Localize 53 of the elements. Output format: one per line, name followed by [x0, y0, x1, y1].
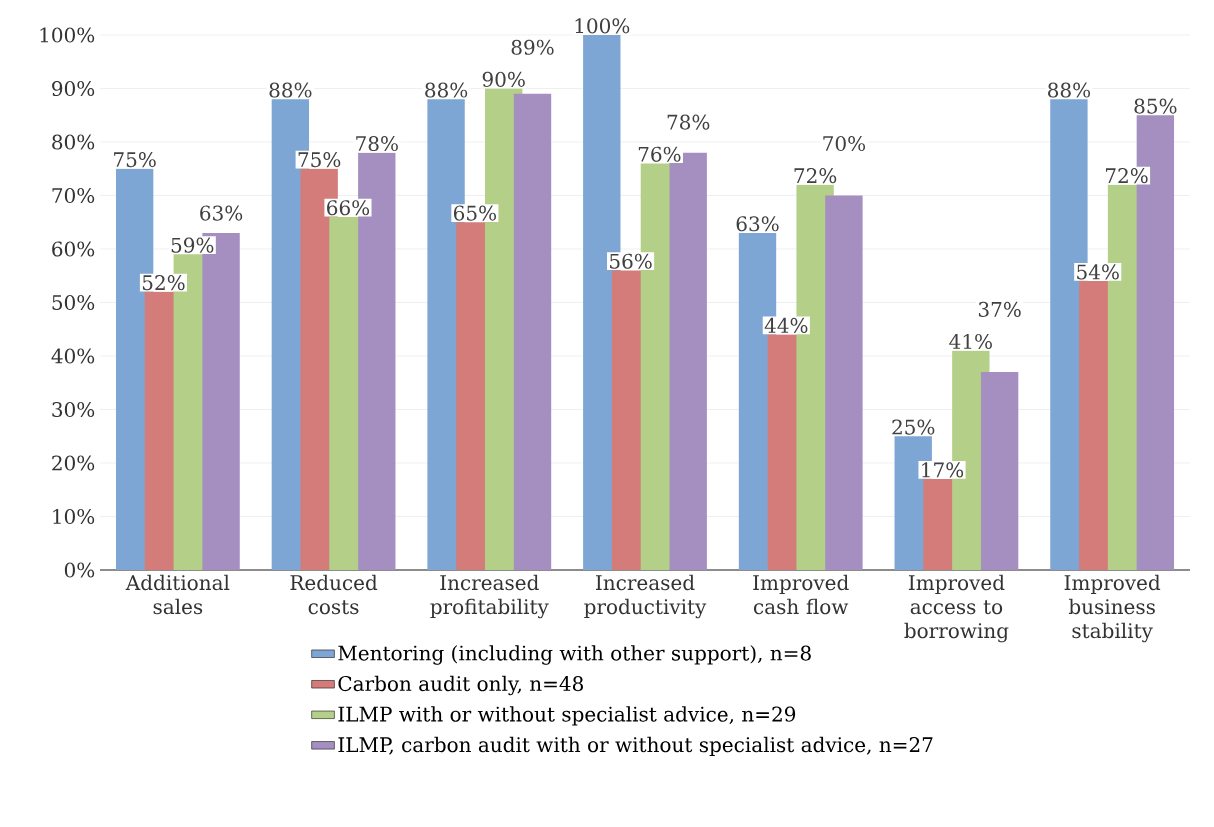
y-tick-label: 90%: [52, 80, 95, 97]
data-label: 65%: [454, 205, 496, 221]
y-tick-label: 20%: [52, 455, 95, 471]
data-label: 66%: [327, 200, 370, 216]
data-label: 90%: [482, 71, 525, 87]
x-tick-label: Increased profitability: [430, 574, 549, 619]
y-tick-label: 30%: [52, 401, 95, 418]
legend-label: Carbon audit only, n=48: [338, 675, 583, 696]
data-label: 75%: [298, 152, 341, 168]
data-label: 44%: [764, 317, 808, 333]
data-label: 78%: [356, 135, 398, 152]
y-tick-label: 0%: [64, 562, 95, 578]
x-tick-label: Increased productivity: [584, 574, 707, 619]
data-label: 37%: [978, 301, 1021, 317]
y-tick-label: 50%: [52, 294, 95, 311]
data-label: 41%: [949, 333, 992, 350]
data-label: 88%: [425, 82, 468, 98]
data-label: 89%: [511, 39, 554, 55]
y-tick-label: 40%: [51, 348, 95, 364]
x-tick-label: Improved cash flow: [753, 574, 849, 615]
data-label: 63%: [200, 205, 243, 221]
data-label: 85%: [1134, 98, 1177, 114]
data-label: 78%: [667, 114, 710, 130]
data-label: 59%: [171, 237, 214, 253]
data-label: 70%: [823, 135, 866, 152]
y-tick-label: 70%: [52, 187, 95, 204]
data-label: 52%: [142, 275, 185, 291]
y-tick-label: 60%: [52, 241, 95, 257]
data-label: 63%: [736, 216, 779, 232]
x-tick-label: Improved access to borrowing: [904, 574, 1009, 643]
legend-label: Mentoring (including with other support), n=8: [338, 645, 811, 665]
data-label: 72%: [1105, 168, 1148, 184]
legend-label: ILMP with or without specialist advice, n=29: [338, 706, 796, 726]
data-label: 100%: [575, 18, 630, 34]
bar: [825, 195, 863, 570]
data-label: 88%: [269, 82, 312, 98]
data-label: 54%: [1077, 264, 1119, 280]
bar: [980, 372, 1019, 570]
data-label: 76%: [638, 146, 681, 162]
data-label: 56%: [610, 253, 652, 269]
x-tick-label: Improved business stability: [1064, 574, 1161, 643]
legend-label: ILMP, carbon audit with or without specialist advice, n=27: [338, 736, 933, 757]
x-tick-label: Reduced costs: [290, 574, 378, 615]
y-tick-label: 100%: [40, 27, 95, 43]
data-label: 72%: [794, 168, 837, 184]
data-label: 17%: [922, 462, 964, 478]
x-tick-label: Additional sales: [125, 574, 230, 615]
data-label: 75%: [114, 152, 156, 168]
y-tick-label: 10%: [53, 508, 95, 525]
y-tick-label: 80%: [52, 134, 95, 150]
data-label: 88%: [1048, 82, 1091, 98]
data-label: 25%: [892, 419, 935, 435]
bar: [513, 93, 552, 570]
